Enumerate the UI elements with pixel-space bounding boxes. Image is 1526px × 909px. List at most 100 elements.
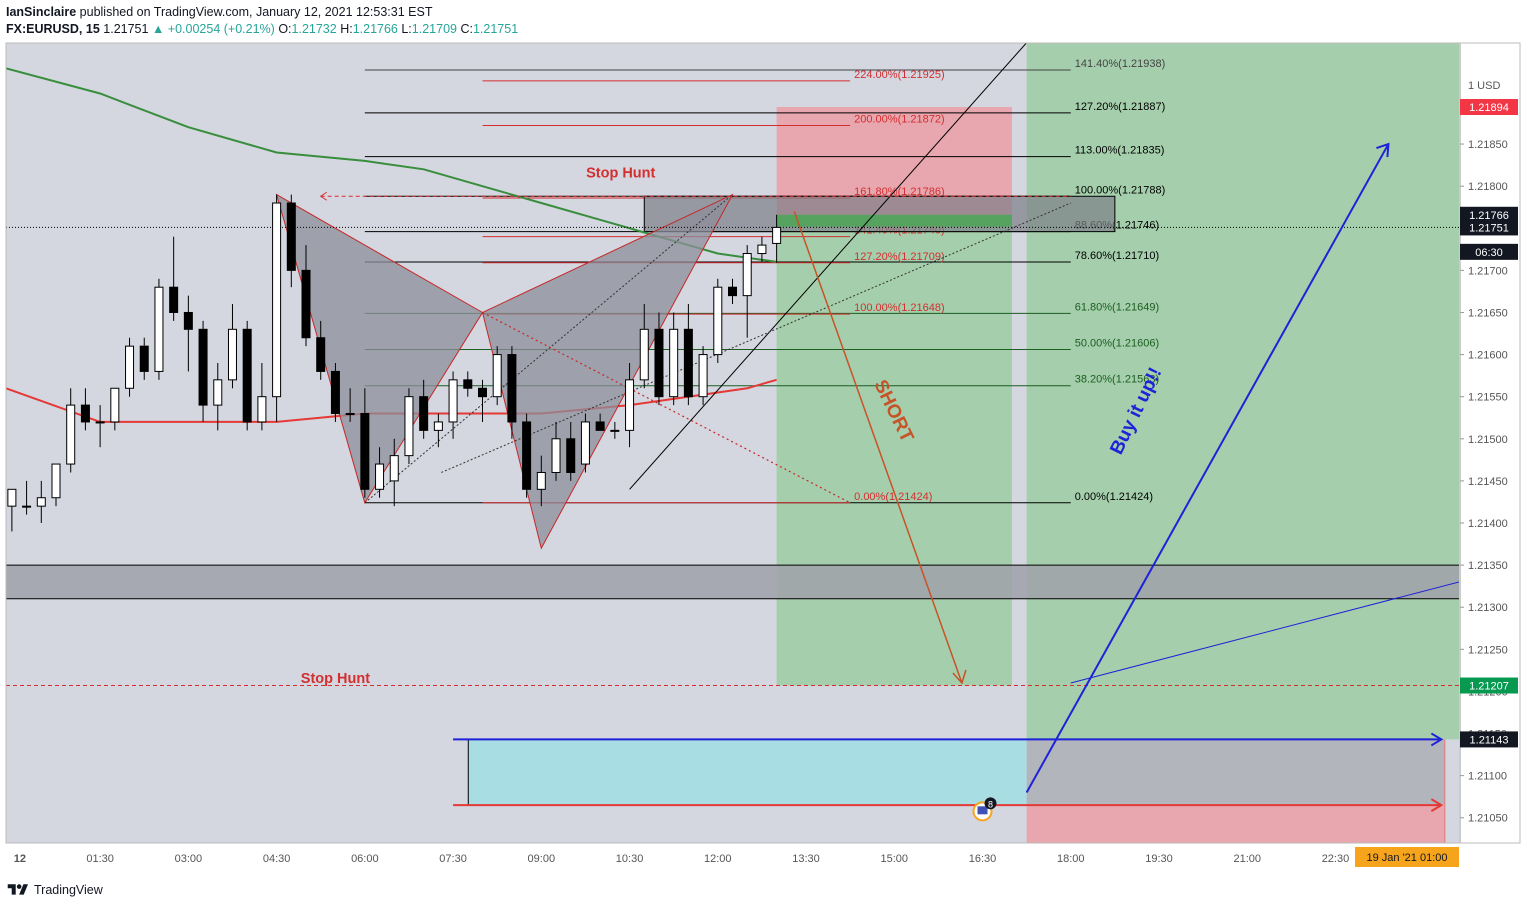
candle <box>580 413 590 473</box>
y-tick-label: 1.21600 <box>1468 350 1508 362</box>
y-tick-label: 1.21850 <box>1468 139 1508 151</box>
candle <box>242 320 252 431</box>
candle-body <box>345 413 355 416</box>
candle <box>728 278 737 305</box>
x-tick-label: 06:00 <box>351 853 379 865</box>
candle-body <box>36 497 46 507</box>
candle-body <box>110 387 120 423</box>
candle-body <box>22 505 32 508</box>
candle <box>433 413 443 448</box>
candle <box>227 304 237 389</box>
candle-body <box>213 379 223 406</box>
candle <box>375 447 385 498</box>
tradingview-logo-icon[interactable] <box>6 882 30 898</box>
short-arrow-head-icon <box>952 669 967 685</box>
price-badge <box>1460 206 1518 223</box>
candle-body <box>139 345 149 372</box>
fib-ext-label: 200.00%(1.21872) <box>854 114 945 126</box>
candle <box>625 363 635 448</box>
candle-body <box>728 286 737 297</box>
x-tick-label: 19:30 <box>1145 853 1173 865</box>
candle-body <box>610 429 620 432</box>
candle <box>507 346 517 439</box>
candle-body <box>433 421 443 431</box>
candle-body <box>772 226 782 244</box>
fib-level-label: 127.20%(1.21887) <box>1075 101 1166 113</box>
x-tick-label: 12:00 <box>704 853 732 865</box>
candle <box>169 236 179 321</box>
candle <box>154 278 164 380</box>
price-badge-label: 1.21766 <box>1469 210 1509 222</box>
cyan-box <box>467 739 1027 806</box>
up-triangle-icon: ▲ <box>151 22 165 36</box>
x-tick-label: 18:00 <box>1057 853 1085 865</box>
candle-body <box>375 463 385 490</box>
stop-hunt-box-outline <box>643 195 1116 233</box>
y-tick-label: 1.21300 <box>1468 602 1508 614</box>
candle-body <box>536 471 546 490</box>
y-tick-label: 1.21550 <box>1468 392 1508 404</box>
candle <box>110 387 120 431</box>
price-badge-label: 1.21751 <box>1469 222 1509 234</box>
annotation-label: Stop Hunt <box>586 166 655 182</box>
candle-body <box>551 438 561 473</box>
fib-ext-label: 100.00%(1.21648) <box>854 302 945 314</box>
price-badge-label: 06:30 <box>1475 247 1503 259</box>
candle-body <box>742 253 752 297</box>
candle <box>669 312 679 406</box>
price-change: +0.00254 (+0.21%) <box>167 22 275 36</box>
fib-ext-label: 161.80%(1.21786) <box>854 186 945 198</box>
published-text: published on TradingView.com, January 12… <box>79 5 433 19</box>
candle-body <box>125 345 135 389</box>
candle-body <box>654 328 664 398</box>
annotation-label: Stop Hunt <box>301 671 370 687</box>
author-name[interactable]: IanSinclaire <box>6 5 77 19</box>
x-tick-label: 16:30 <box>969 853 997 865</box>
short-arrow <box>793 211 963 684</box>
candle-body <box>625 379 635 431</box>
price-badge <box>1460 99 1518 115</box>
close-value: 1.21751 <box>472 22 519 36</box>
y-tick-label: 1.21700 <box>1468 265 1508 277</box>
candle-body <box>360 413 370 490</box>
y-tick-label: 1.21250 <box>1468 644 1508 656</box>
candle-body <box>198 328 208 406</box>
open-label: O: <box>278 22 292 36</box>
close-label: C: <box>460 22 473 36</box>
y-tick-label: 1.21350 <box>1468 560 1508 572</box>
candle-body <box>639 328 649 381</box>
candle-body <box>683 328 693 398</box>
candle <box>404 388 414 465</box>
candle-body <box>595 421 605 431</box>
candle <box>654 312 664 406</box>
x-tick-label: 22:30 <box>1322 853 1350 865</box>
plot-area: 141.40%(1.21938) 127.20%(1.21887) 113.00%(… <box>6 43 1459 843</box>
x-tick-label: 15:00 <box>881 853 909 865</box>
candle <box>713 278 723 363</box>
candle <box>477 379 487 422</box>
support-band <box>6 565 1459 599</box>
tradingview-brand[interactable]: TradingView <box>34 883 103 897</box>
fib-level-label: 0.00%(1.21424) <box>1075 491 1153 503</box>
y-tick-label: 1.21100 <box>1468 771 1507 783</box>
candle <box>566 421 576 481</box>
candle-body <box>330 370 340 415</box>
candle <box>683 304 693 406</box>
low-label: L: <box>401 22 412 36</box>
candle <box>522 413 532 498</box>
candle-body <box>51 463 61 499</box>
candle <box>95 405 105 448</box>
candle <box>389 438 399 507</box>
candle <box>66 388 76 473</box>
x-tick-label: 04:30 <box>263 853 291 865</box>
price-chart[interactable]: 141.40%(1.21938) 127.20%(1.21887) 113.00%(… <box>0 0 1526 880</box>
price-badge <box>1460 219 1518 236</box>
candle-body <box>566 438 576 473</box>
candle <box>463 371 473 397</box>
candle <box>345 388 355 422</box>
x-tick-label: 01:30 <box>86 853 114 865</box>
candle-body <box>80 404 90 423</box>
price-badge-label: 1.21207 <box>1469 681 1509 693</box>
event-count: 8 <box>988 799 993 809</box>
cyan-box-edge <box>467 739 469 806</box>
